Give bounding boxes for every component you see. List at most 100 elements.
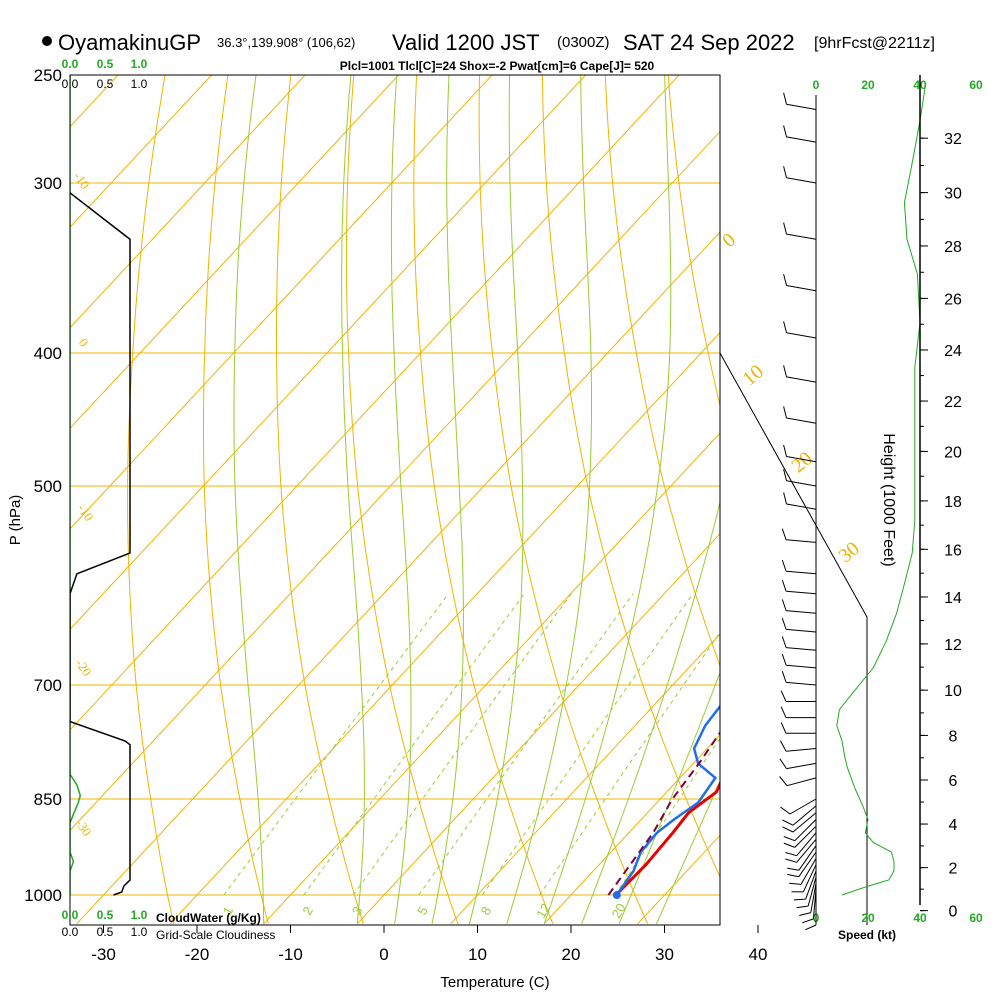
wind-panel-outline	[719, 75, 868, 925]
dry-adiabat-360	[853, 51, 1000, 924]
isotherm-label: 10	[738, 361, 767, 391]
temperature-line	[614, 780, 720, 897]
mixing-ratio-label: 20	[609, 901, 629, 921]
height-tick-label: 30	[944, 186, 962, 203]
mixing-ratio-label: 3	[349, 904, 366, 918]
cloudiness-legend: Grid-Scale Cloudiness	[156, 928, 275, 942]
wind-barb-icon	[783, 825, 817, 848]
wind-barb-icon	[779, 740, 817, 752]
wind-barb-icon	[782, 812, 817, 833]
x-tick-label: -10	[278, 945, 303, 964]
dry-adiabat-280	[345, 75, 459, 924]
mixing-ratio-5	[418, 593, 634, 896]
mixing-ratio-12	[539, 631, 720, 896]
wind-barb-icon	[779, 776, 817, 787]
wind-barb-icon	[781, 559, 817, 575]
y-axis-label: P (hPa)	[7, 495, 24, 546]
wind-barb-icon	[804, 895, 817, 931]
dry-adiabat-380	[977, 51, 1000, 924]
station-marker-icon	[42, 36, 52, 46]
mixing-ratio-8	[481, 593, 694, 896]
speed-bottom-tick: 60	[969, 911, 983, 925]
isotherm--80	[70, 75, 400, 430]
height-tick-label: 20	[944, 444, 962, 461]
x-tick-label: -30	[91, 945, 116, 964]
dry-adiabat-310	[541, 75, 720, 878]
wind-barb-icon	[781, 671, 817, 686]
height-tick-label: 26	[944, 291, 962, 308]
wind-barb-icon	[783, 166, 817, 184]
wind-barb-icon	[783, 444, 817, 463]
x-axis-label: Temperature (C)	[440, 974, 549, 991]
cloud-top-tick: 0.0	[62, 77, 79, 91]
isotherm-label: -30	[73, 816, 95, 839]
wind-barb-icon	[783, 819, 817, 842]
cloudiness-line	[70, 192, 131, 896]
wind-barb-icon	[781, 528, 817, 543]
isotherm--10	[263, 432, 720, 925]
height-axis-label: Height (1000 Feet)	[880, 433, 897, 566]
wind-barb-icon	[802, 889, 817, 924]
pressure-axis: 250 300 400 500 700 850 1000	[24, 66, 62, 905]
isotherm-50	[825, 51, 1000, 924]
wind-barb-icon	[793, 870, 817, 901]
wind-barb-icon	[780, 690, 816, 702]
isotherm-40	[731, 51, 1000, 924]
moist-adiabat-8	[431, 75, 464, 924]
x-tick-label: 20	[562, 945, 581, 964]
cloud-bottom-tick: 0.5	[97, 908, 114, 922]
dry-adiabat-330	[667, 75, 720, 408]
thermo-grid	[70, 51, 1000, 925]
moist-adiabat-24	[581, 500, 720, 924]
wind-barb-icon	[785, 832, 817, 857]
height-tick-label: 2	[949, 861, 958, 878]
speed-top-tick: 0	[813, 78, 820, 92]
wind-barb-icon	[783, 321, 817, 339]
height-tick-label: 10	[944, 683, 962, 700]
dry-adiabat-250	[127, 75, 175, 924]
wind-barb-icon	[780, 798, 817, 815]
mixing-ratio-20	[614, 737, 720, 896]
wind-barb-icon	[791, 864, 817, 893]
dry-adiabat-260	[203, 75, 269, 924]
cloud-bottom-tick: 0.0	[62, 925, 79, 939]
x-tick-label: 40	[749, 945, 768, 964]
cloud-panel: 0.0 0.5 1.0 0.0 0.5 1.0 0.0 0.5 1.0 0.0 0.5 1.0	[62, 57, 148, 939]
wind-barb-icon	[781, 636, 817, 651]
isotherm-label: -10	[71, 169, 93, 192]
pressure-tick-label: 850	[34, 790, 62, 809]
wind-barb-icon	[783, 469, 817, 487]
isotherm-label: 0	[718, 229, 740, 252]
pressure-tick-label: 500	[34, 477, 62, 496]
pressure-tick-label: 250	[34, 66, 62, 85]
height-tick-label: 18	[944, 494, 962, 511]
forecast-tag: [9hrFcst@2211z]	[814, 35, 935, 52]
wind-barb-icon	[781, 618, 817, 633]
wind-barb-icon	[787, 845, 817, 871]
dry-adiabat-290	[413, 75, 554, 924]
height-tick-label: 12	[944, 637, 962, 654]
valid-zulu: (0300Z)	[557, 34, 610, 51]
isotherm-label: 20	[787, 448, 816, 478]
x-tick-label: 0	[379, 945, 388, 964]
speed-axis-label: Speed (kt)	[838, 928, 896, 942]
wind-barb-icon	[799, 883, 817, 916]
wind-barb-icon	[781, 653, 817, 669]
wind-barb-icon	[783, 492, 817, 510]
mixing-ratio-label: 5	[414, 904, 431, 918]
speed-bottom-tick: 20	[861, 911, 875, 925]
height-tick-label: 8	[949, 728, 958, 745]
height-tick-label: 14	[944, 590, 962, 607]
wind-barb-icon	[783, 125, 817, 143]
parcel-line	[607, 730, 720, 896]
cloud-water-legend: CloudWater (g/Kg)	[156, 911, 261, 925]
wind-barb-icon	[787, 851, 817, 878]
dry-adiabat-340	[729, 51, 1000, 924]
speed-bottom-tick: 40	[913, 911, 927, 925]
dry-adiabat-270	[276, 75, 364, 924]
mixing-ratio-1	[223, 593, 449, 896]
isotherm--60	[70, 75, 587, 631]
isotherm-label: -20	[73, 656, 95, 679]
moist-adiabat-20	[543, 75, 672, 924]
